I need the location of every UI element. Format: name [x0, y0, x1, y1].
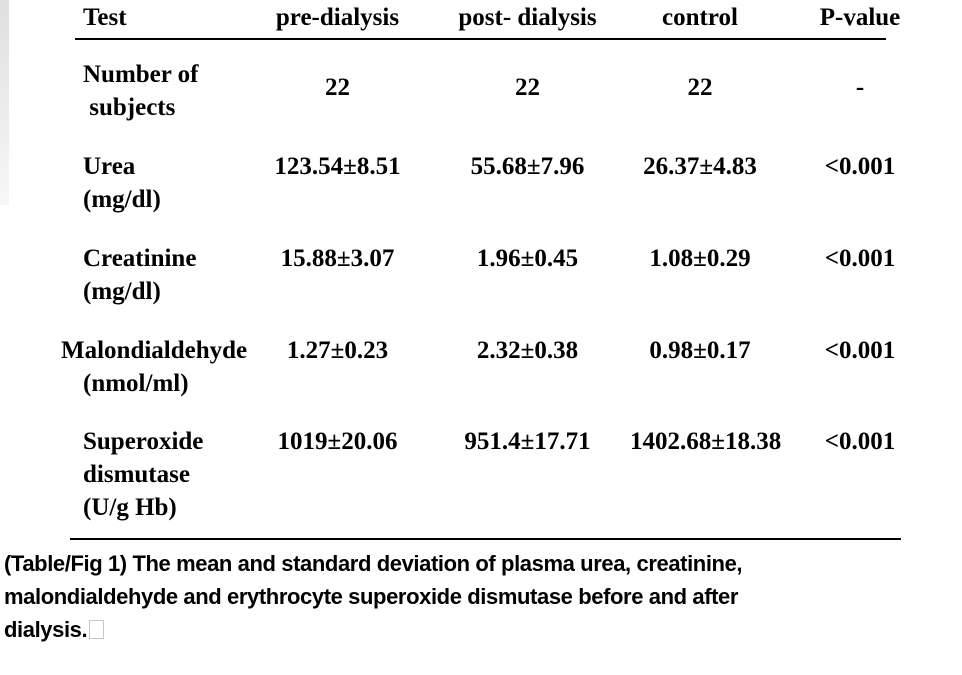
value-pre-dialysis: 15.88±3.07 [280, 245, 395, 272]
header-test: Test [83, 4, 127, 31]
value-p-value: <0.001 [824, 337, 896, 364]
row-label: Number of subjects [83, 61, 199, 121]
table-row-superoxide-dismutase: Superoxide dismutase (U/g Hb) 1019±20.06… [60, 425, 950, 524]
table-row-number-of-subjects: Number of subjects 22 22 22 - [60, 58, 950, 124]
caption-text: dialysis. [4, 617, 88, 642]
row-label: Superoxide dismutase (U/g Hb) [83, 428, 204, 521]
value-p-value: <0.001 [824, 428, 896, 455]
caption-line: (Table/Fig 1) The mean and standard devi… [4, 547, 954, 580]
table-caption: (Table/Fig 1) The mean and standard devi… [4, 547, 954, 646]
value-pre-dialysis: 1.27±0.23 [286, 337, 389, 364]
scan-edge-artifact [0, 0, 9, 205]
caption-text: malondialdehyde and erythrocyte superoxi… [4, 584, 739, 609]
value-post-dialysis: 1.96±0.45 [476, 245, 579, 272]
header-rule [75, 38, 886, 40]
table-row-creatinine: Creatinine (mg/dl) 15.88±3.07 1.96±0.45 … [60, 242, 950, 308]
value-control: 0.98±0.17 [649, 337, 751, 364]
value-control: 26.37±4.83 [643, 153, 757, 180]
value-control: 22 [687, 74, 713, 101]
header-p-value: P-value [819, 4, 901, 31]
value-pre-dialysis: 123.54±8.51 [274, 153, 401, 180]
header-control: control [662, 4, 738, 31]
caption-text: (Table/Fig 1) The mean and standard devi… [4, 551, 743, 576]
value-control: 1402.68±18.38 [630, 428, 782, 455]
table-row-malondialdehyde: Malondialdehyde (nmol/ml) 1.27±0.23 2.32… [60, 334, 950, 400]
row-label: Creatinine (mg/dl) [83, 245, 197, 305]
table-header-row: Test pre-dialysis post- dialysis control… [60, 1, 950, 34]
table-row-urea: Urea (mg/dl) 123.54±8.51 55.68±7.96 26.3… [60, 150, 950, 216]
value-p-value: <0.001 [824, 245, 896, 272]
value-pre-dialysis: 1019±20.06 [277, 428, 398, 455]
header-post-dialysis: post- dialysis [458, 4, 597, 31]
value-p-value: <0.001 [824, 153, 896, 180]
row-label: Malondialdehyde (nmol/ml) [61, 337, 248, 397]
value-post-dialysis: 2.32±0.38 [476, 337, 579, 364]
row-label: Urea (mg/dl) [83, 153, 161, 213]
caption-line: dialysis. [4, 613, 954, 646]
value-post-dialysis: 55.68±7.96 [470, 153, 585, 180]
value-p-value: - [855, 74, 865, 101]
missing-glyph-box [89, 620, 105, 639]
value-post-dialysis: 22 [515, 74, 540, 101]
value-control: 1.08±0.29 [649, 245, 751, 272]
value-post-dialysis: 951.4±17.71 [464, 428, 591, 455]
value-pre-dialysis: 22 [325, 74, 350, 101]
caption-line: malondialdehyde and erythrocyte superoxi… [4, 580, 954, 613]
table-bottom-rule [70, 538, 901, 540]
header-pre-dialysis: pre-dialysis [275, 4, 400, 31]
